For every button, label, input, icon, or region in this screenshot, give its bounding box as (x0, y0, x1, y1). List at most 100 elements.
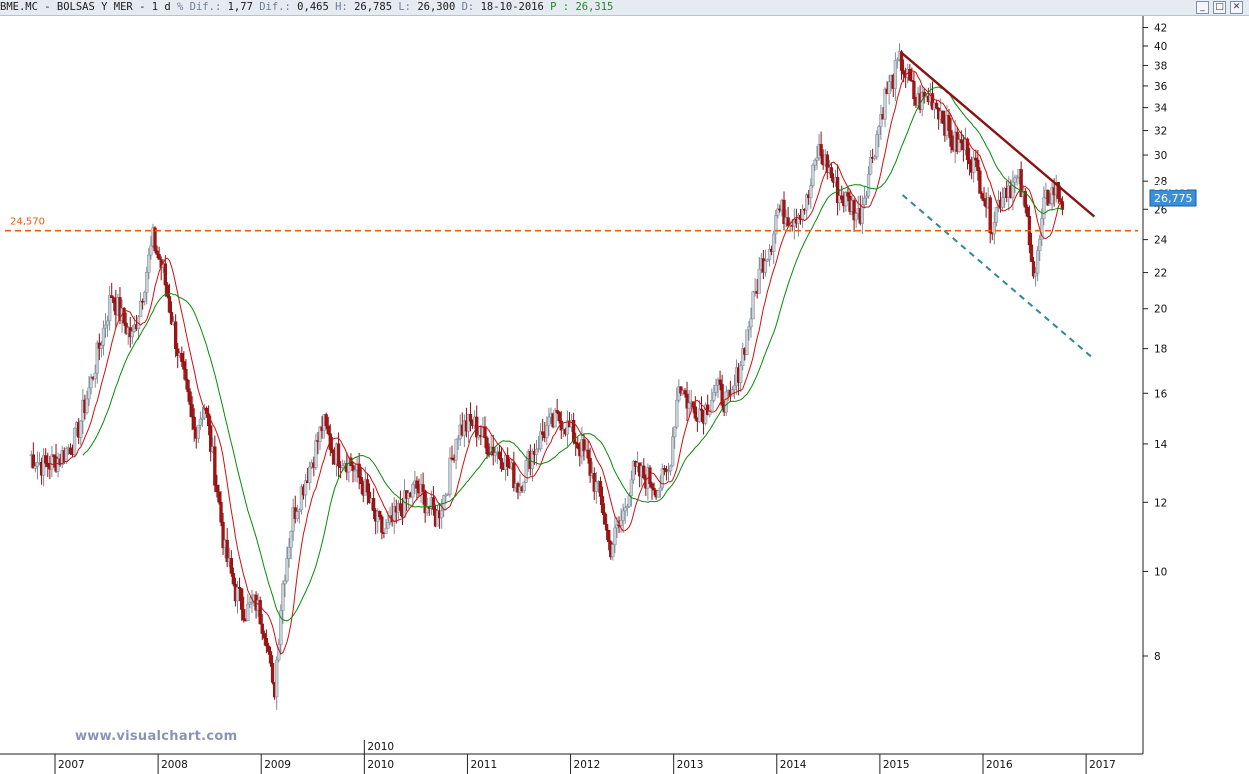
candle-up (95, 342, 99, 374)
candle-up (741, 348, 745, 366)
candle-down (683, 390, 687, 395)
candle-up (299, 486, 304, 511)
candle-up (143, 292, 147, 302)
candle-down (165, 284, 170, 297)
candle-up (621, 510, 625, 521)
candle-up (547, 416, 551, 426)
lower-channel-trendline[interactable] (901, 194, 1096, 361)
candle-down (512, 462, 516, 489)
candle-down (266, 645, 271, 652)
candle-up (992, 222, 996, 235)
high-label: H: (335, 1, 348, 13)
candle-up (297, 509, 302, 512)
candle-down (901, 70, 906, 75)
candle-up (147, 254, 151, 273)
price-value: : 26,315 (562, 1, 614, 13)
candle-up (613, 527, 617, 545)
candle-up (864, 195, 869, 199)
candle-up (246, 603, 250, 621)
candle-up (1033, 272, 1038, 277)
candle-up (763, 260, 768, 273)
y-tick-label: 20 (1154, 304, 1167, 316)
candle-down (908, 69, 912, 81)
candle-up (196, 424, 200, 439)
candle-up (303, 480, 308, 496)
candle-up (285, 558, 289, 582)
candle-down (959, 139, 963, 144)
candle-up (673, 426, 677, 438)
candle-down (685, 393, 689, 409)
candle-down (153, 227, 157, 252)
candle-down (967, 159, 972, 165)
candle-up (279, 610, 283, 645)
candle-down (46, 463, 50, 468)
candle-up (89, 376, 93, 389)
candle-up (708, 410, 712, 415)
candle-down (357, 463, 361, 478)
candle-up (747, 326, 751, 331)
candle-up (553, 410, 557, 428)
candle-down (157, 254, 161, 260)
moving-average-slow (82, 86, 1063, 622)
x-tick-label: 2011 (470, 759, 497, 771)
candle-up (341, 465, 345, 468)
candle-up (732, 385, 737, 391)
candle-down (559, 420, 563, 431)
candle-up (776, 208, 780, 216)
chart-header: BME.MC - BOLSAS Y MER - 1 d % Dif.: 1,77… (0, 0, 1249, 16)
candle-up (972, 157, 976, 173)
candle-up (353, 469, 357, 472)
candle-up (611, 544, 615, 558)
candle-down (44, 455, 48, 464)
candle-up (666, 470, 671, 473)
minimize-icon[interactable]: _ (1196, 1, 1209, 14)
candle-up (854, 213, 858, 221)
candle-up (866, 173, 871, 197)
candle-up (565, 420, 570, 435)
candle-up (1048, 203, 1052, 206)
candle-down (112, 297, 116, 303)
candle-up (1042, 197, 1046, 219)
close-icon[interactable]: ✕ (1230, 1, 1243, 14)
candle-down (110, 295, 114, 299)
candle-up (893, 60, 898, 89)
candle-down (483, 426, 487, 439)
candle-up (314, 440, 318, 468)
candles-layer (29, 43, 1065, 710)
candle-up (800, 208, 805, 220)
candle-down (468, 413, 473, 422)
candle-up (101, 327, 106, 346)
y-tick-label: 16 (1154, 388, 1168, 400)
candle-down (819, 144, 823, 156)
candle-up (724, 391, 728, 413)
candle-down (934, 102, 939, 109)
candle-down (576, 443, 580, 449)
candle-up (318, 426, 322, 442)
candle-up (619, 520, 623, 526)
candle-up (93, 372, 97, 380)
candle-down (336, 443, 341, 467)
candle-down (840, 195, 844, 200)
candle-down (380, 516, 384, 533)
candle-down (184, 369, 188, 381)
candle-up (444, 494, 448, 497)
candle-down (359, 477, 363, 484)
candle-down (650, 483, 654, 489)
candle-up (534, 448, 539, 455)
candle-up (712, 392, 716, 401)
candle-down (541, 431, 545, 435)
candle-down (852, 200, 856, 221)
x-tick-label: 2016 (986, 759, 1013, 771)
y-tick-label: 14 (1154, 439, 1168, 451)
resistance-trendline[interactable] (901, 52, 1096, 218)
high-value: 26,785 (354, 1, 393, 13)
candle-up (425, 507, 429, 514)
maximize-icon[interactable]: □ (1213, 1, 1226, 14)
candle-up (862, 197, 867, 205)
candle-up (281, 583, 285, 611)
candle-up (873, 156, 877, 159)
candle-up (79, 420, 83, 438)
candle-down (910, 80, 914, 82)
candle-up (895, 59, 900, 62)
